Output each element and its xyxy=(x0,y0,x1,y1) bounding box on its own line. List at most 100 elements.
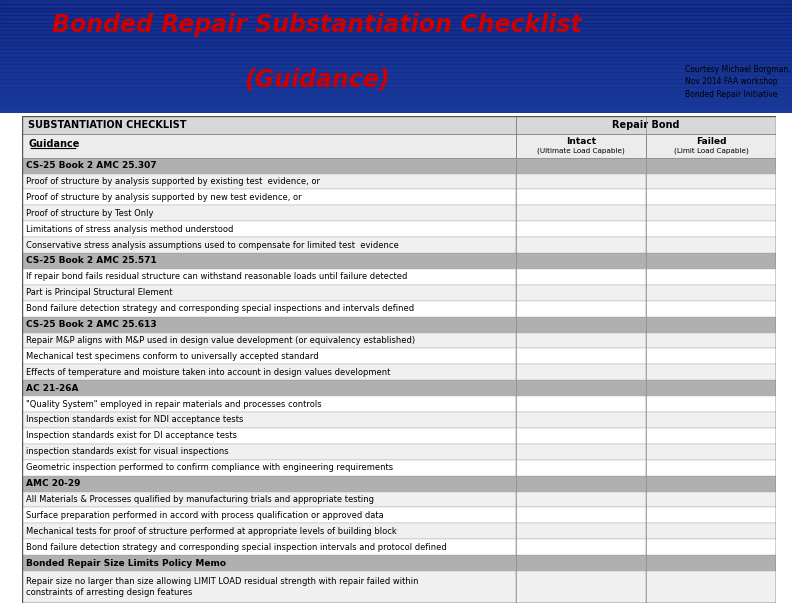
Bar xyxy=(646,460,776,476)
Bar xyxy=(516,174,646,190)
Bar xyxy=(22,158,776,174)
Bar xyxy=(0,11,792,15)
Bar xyxy=(22,190,516,205)
Bar xyxy=(22,396,516,412)
Bar xyxy=(0,45,792,49)
Text: Intact: Intact xyxy=(566,137,596,146)
Bar xyxy=(22,555,776,571)
Bar xyxy=(0,98,792,102)
Text: Mechanical tests for proof of structure performed at appropriate levels of build: Mechanical tests for proof of structure … xyxy=(26,527,397,536)
Text: If repair bond fails residual structure can withstand reasonable loads until fai: If repair bond fails residual structure … xyxy=(26,272,407,282)
Bar xyxy=(516,523,646,539)
Text: CS-25 Book 2 AMC 25.613: CS-25 Book 2 AMC 25.613 xyxy=(26,320,157,329)
Text: Mechanical test specimens conform to universally accepted standard: Mechanical test specimens conform to uni… xyxy=(26,352,318,361)
Bar xyxy=(0,7,792,11)
Bar xyxy=(646,507,776,523)
Bar xyxy=(516,396,646,412)
Bar xyxy=(22,364,516,380)
Bar xyxy=(646,190,776,205)
Text: (Limit Load Capable): (Limit Load Capable) xyxy=(674,147,748,154)
Text: SUBSTANTIATION CHECKLIST: SUBSTANTIATION CHECKLIST xyxy=(29,120,187,130)
Bar xyxy=(646,221,776,237)
Bar xyxy=(0,4,792,7)
Bar xyxy=(516,300,646,316)
Bar xyxy=(22,285,516,300)
Text: Guidance: Guidance xyxy=(29,140,79,149)
Bar xyxy=(516,269,646,285)
Bar xyxy=(22,412,516,428)
Bar xyxy=(22,237,516,253)
Bar xyxy=(646,539,776,555)
Bar xyxy=(646,205,776,221)
Bar xyxy=(646,571,776,603)
Bar xyxy=(516,221,646,237)
Bar xyxy=(0,53,792,57)
Bar xyxy=(0,94,792,98)
Bar xyxy=(516,428,646,444)
Bar xyxy=(0,19,792,23)
Text: AC 21-26A: AC 21-26A xyxy=(26,384,78,393)
Text: Proof of structure by analysis supported by new test evidence, or: Proof of structure by analysis supported… xyxy=(26,193,302,202)
Bar xyxy=(646,133,776,158)
Text: CS-25 Book 2 AMC 25.571: CS-25 Book 2 AMC 25.571 xyxy=(26,256,157,266)
Bar xyxy=(516,285,646,300)
Bar xyxy=(22,174,516,190)
Bar xyxy=(646,300,776,316)
Bar xyxy=(0,34,792,38)
Bar xyxy=(22,476,776,491)
Bar xyxy=(646,412,776,428)
Text: Conservative stress analysis assumptions used to compensate for limited test  ev: Conservative stress analysis assumptions… xyxy=(26,241,398,250)
Bar xyxy=(516,237,646,253)
Bar xyxy=(0,68,792,72)
Bar xyxy=(646,444,776,460)
Bar xyxy=(0,80,792,83)
Bar xyxy=(516,205,646,221)
Bar xyxy=(0,64,792,68)
Bar xyxy=(516,133,646,158)
Bar xyxy=(0,75,792,80)
Text: Effects of temperature and moisture taken into account in design values developm: Effects of temperature and moisture take… xyxy=(26,368,390,377)
Bar xyxy=(0,83,792,87)
Bar xyxy=(516,491,646,507)
Bar xyxy=(22,269,516,285)
Bar xyxy=(0,42,792,45)
Bar xyxy=(22,253,776,269)
Bar xyxy=(22,460,516,476)
Text: Bonded Repair Size Limits Policy Memo: Bonded Repair Size Limits Policy Memo xyxy=(26,559,226,567)
Text: Repair Bond: Repair Bond xyxy=(612,120,680,130)
Bar xyxy=(646,396,776,412)
Bar xyxy=(646,332,776,348)
Bar xyxy=(0,26,792,30)
Bar xyxy=(22,205,516,221)
Bar xyxy=(646,364,776,380)
Bar xyxy=(22,571,516,603)
Bar xyxy=(516,507,646,523)
Bar xyxy=(0,38,792,42)
Bar xyxy=(0,72,792,75)
Bar xyxy=(0,15,792,19)
Bar xyxy=(646,428,776,444)
Bar xyxy=(516,348,646,364)
Bar xyxy=(22,332,516,348)
Bar xyxy=(646,348,776,364)
Bar xyxy=(22,300,516,316)
Bar xyxy=(646,285,776,300)
Text: Surface preparation performed in accord with process qualification or approved d: Surface preparation performed in accord … xyxy=(26,511,383,520)
Bar xyxy=(0,49,792,53)
Bar xyxy=(646,174,776,190)
Bar xyxy=(516,571,646,603)
Bar xyxy=(646,269,776,285)
Bar xyxy=(0,106,792,110)
Text: Part is Principal Structural Element: Part is Principal Structural Element xyxy=(26,288,173,297)
Bar xyxy=(22,428,516,444)
Text: "Quality System" employed in repair materials and processes controls: "Quality System" employed in repair mate… xyxy=(26,400,322,409)
Bar xyxy=(0,91,792,94)
Bar xyxy=(516,539,646,555)
Bar xyxy=(22,523,516,539)
Text: Bonded Repair Substantiation Checklist: Bonded Repair Substantiation Checklist xyxy=(51,13,582,37)
Text: Repair size no larger than size allowing LIMIT LOAD residual strength with repai: Repair size no larger than size allowing… xyxy=(26,577,418,597)
Bar xyxy=(516,412,646,428)
Bar xyxy=(22,116,516,133)
Bar xyxy=(22,507,516,523)
Bar xyxy=(0,57,792,61)
